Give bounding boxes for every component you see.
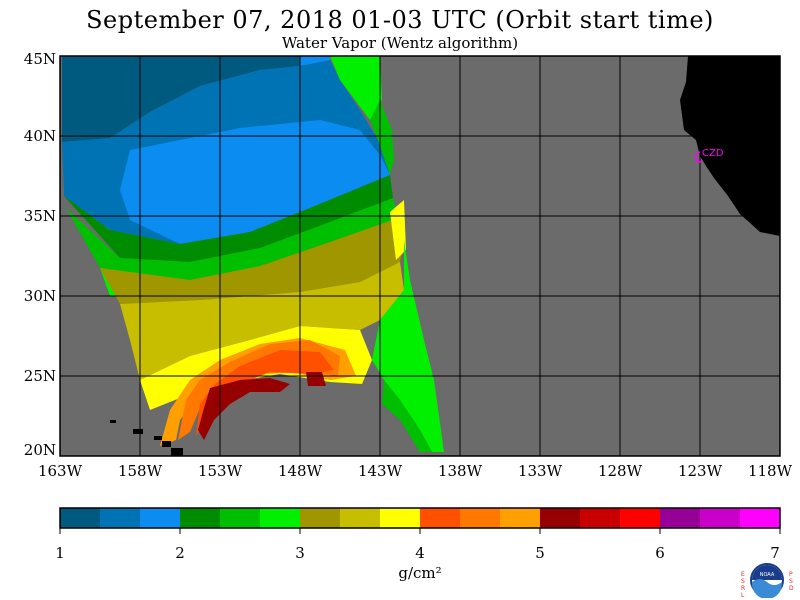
logo-center-text: NOAA (760, 572, 775, 578)
map-grid (60, 56, 780, 456)
band-green (66, 198, 398, 280)
colorbar-segment (180, 508, 221, 528)
lon-label-153w: 153W (197, 462, 243, 480)
colorbar-segment (100, 508, 141, 528)
colorbar-tick-3: 3 (295, 544, 305, 562)
colorbar-tick-7: 7 (770, 544, 780, 562)
svg-text:S: S (741, 578, 745, 585)
colorbar-segment (420, 508, 461, 528)
band-green-cap (330, 56, 382, 120)
colorbar-segment (300, 508, 341, 528)
band-dark-blue (62, 56, 300, 142)
colorbar (59, 507, 781, 534)
colorbar-segment (620, 508, 661, 528)
colorbar-tick-5: 5 (535, 544, 545, 562)
lon-label-138w: 138W (437, 462, 483, 480)
band-yellow-green (120, 262, 404, 380)
lon-label-148w: 148W (277, 462, 323, 480)
colorbar-segment (740, 508, 781, 528)
colorbar-segment (580, 508, 621, 528)
colorbar-tick-1: 1 (55, 544, 65, 562)
colorbar-segment (460, 508, 501, 528)
band-dark-red (198, 378, 290, 440)
colorbar-unit: g/cm² (398, 564, 442, 582)
california-coast-land (680, 56, 780, 236)
band-olive (100, 218, 404, 304)
station-marker-czd: CZD (694, 148, 724, 163)
svg-text:R: R (741, 585, 745, 592)
band-green-right-inner (382, 380, 432, 452)
map-frame (59, 55, 781, 457)
lon-label-128w: 128W (597, 462, 643, 480)
band-blue-upper (120, 120, 390, 244)
band-green-right (372, 240, 444, 452)
lat-label-30n: 30N (23, 287, 56, 305)
colorbar-tick-6: 6 (655, 544, 665, 562)
svg-text:L: L (741, 592, 745, 598)
station-label: CZD (702, 148, 724, 159)
svg-text:P: P (789, 571, 793, 578)
satellite-swath (62, 56, 444, 452)
svg-text:S: S (789, 578, 793, 585)
band-dark-green (64, 175, 393, 262)
colorbar-segment (500, 508, 541, 528)
colorbar-segment (700, 508, 741, 528)
colorbar-segment (220, 508, 261, 528)
colorbar-segment (380, 508, 421, 528)
colorbar-segment (340, 508, 381, 528)
lon-label-143w: 143W (357, 462, 403, 480)
map-title: September 07, 2018 01-03 UTC (Orbit star… (86, 6, 714, 34)
noaa-esrl-psd-logo: NOAA E S R L P S D (741, 563, 794, 598)
colorbar-segment (60, 508, 101, 528)
colorbar-segment (140, 508, 181, 528)
colorbar-tick-2: 2 (175, 544, 185, 562)
lat-label-25n: 25N (23, 367, 56, 385)
band-blue-strip-right (370, 100, 394, 175)
lat-label-45n: 45N (23, 50, 56, 68)
band-yellow-right (390, 200, 406, 260)
hawaii-islands (110, 420, 183, 456)
lat-label-40n: 40N (23, 127, 56, 145)
lon-label-118w: 118W (747, 462, 793, 480)
lon-label-133w: 133W (517, 462, 563, 480)
colorbar-segment (660, 508, 701, 528)
lon-label-123w: 123W (677, 462, 723, 480)
colorbar-segment (260, 508, 301, 528)
band-light-blue (300, 56, 330, 66)
lon-label-158w: 158W (117, 462, 163, 480)
colorbar-tick-4: 4 (415, 544, 425, 562)
lat-label-35n: 35N (23, 207, 56, 225)
map-subtitle: Water Vapor (Wentz algorithm) (281, 34, 519, 52)
logo-left-letters-e: E (741, 571, 745, 578)
lat-label-20n: 20N (23, 441, 56, 459)
colorbar-segment (540, 508, 581, 528)
lon-label-163w: 163W (37, 462, 83, 480)
svg-text:D: D (789, 585, 794, 592)
